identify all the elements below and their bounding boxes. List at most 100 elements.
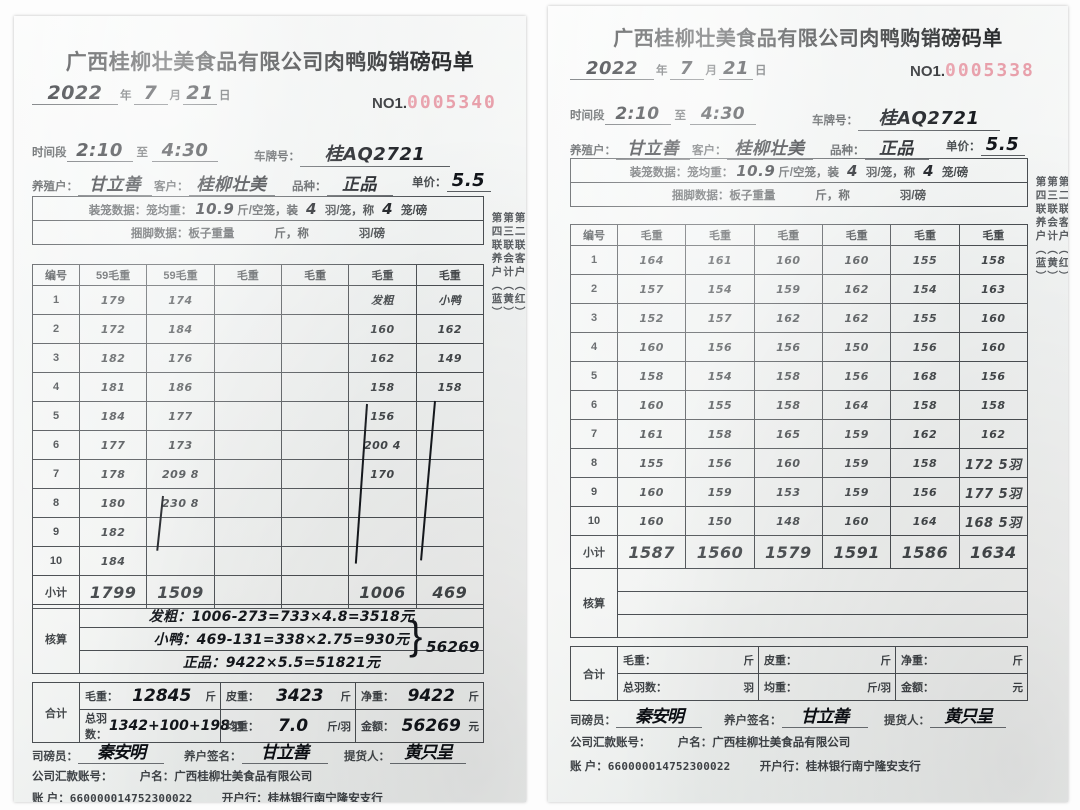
cell-c6 <box>415 517 485 547</box>
cell-c4 <box>280 285 350 315</box>
receipt-left-content: 广西桂柳壮美食品有限公司肉鸭购销磅码单 2022 年 7 月 21 日 NO1.… <box>14 16 526 802</box>
cage-data-table-left: 装笼数据：笼均重： 10.9 斤/空笼，装 4 羽/笼，称 4 笼/磅 捆脚数据：板子重量 斤… <box>32 196 484 245</box>
count-cell: 总羽数： 1342+100+198 羽 <box>79 709 242 743</box>
cage-unit1-right: 斤/空笼，装 <box>778 166 839 179</box>
table-row: 3 182 176 162 149 <box>32 343 485 373</box>
calc-line-3: 正品：9422×5.5=51821元 <box>79 650 484 674</box>
date-line-left: 2022 年 7 月 21 日 <box>32 82 233 105</box>
time-from-right: 2:10 <box>604 104 671 125</box>
year-label: 年 <box>120 90 132 102</box>
signature-weigher-right: 司磅员： 秦安明 <box>570 702 702 728</box>
price-value-right: 5.5 <box>980 134 1025 156</box>
cell-c4: 160 <box>821 506 892 536</box>
receiver-signature: 黄只呈 <box>404 743 453 763</box>
cage-avg-label: 笼均重： <box>146 204 193 217</box>
time-line-right: 时间段 2:10 至 4:30 <box>570 104 756 125</box>
gross-cell: 毛重： 12845 斤 <box>79 682 221 710</box>
plate-label: 车牌号： <box>254 151 300 163</box>
cell-c6: 160 <box>958 332 1029 362</box>
cell-c3: 162 <box>753 303 823 333</box>
cell-c4: 162 <box>821 274 892 304</box>
table-row: 3 152 157 162 162 155 160 <box>570 303 1029 333</box>
cell-c6: 172 5羽 <box>958 448 1029 478</box>
acct-number: 660000014752300022 <box>69 792 193 802</box>
copy-label-3-right: 第三联会计（黄） <box>1046 176 1059 284</box>
row-index: 3 <box>32 343 80 373</box>
plate-line-right: 车牌号： 桂AQ2721 <box>812 104 1000 131</box>
variety-value: 正品 <box>326 170 393 196</box>
cage-avg-value-right: 10.9 <box>736 161 776 180</box>
cell-c3 <box>213 343 282 373</box>
time-to: 4:30 <box>152 140 218 162</box>
receipt-right: 广西桂柳壮美食品有限公司肉鸭购销磅码单 2022 年 7 月 21 日 NO1.… <box>548 6 1068 802</box>
column-header-2: 毛重 <box>685 224 755 246</box>
calc-line-3-text: 正品：9422×5.5=51821元 <box>182 655 381 671</box>
cage-count-value-right: 4 <box>923 161 935 180</box>
calc-row-right: 核算 <box>570 568 1028 638</box>
plate-line-left: 车牌号： 桂AQ2721 <box>254 140 450 167</box>
cell-c3: 160 <box>753 245 823 275</box>
customer-value-right: 桂柳壮美 <box>726 134 813 160</box>
foot-unit1-right: 斤，称 <box>815 189 850 202</box>
column-header-6: 毛重 <box>958 224 1029 246</box>
signature-receiver-right: 提货人： 黄只呈 <box>884 702 1006 728</box>
table-row: 8 180 230 8 <box>32 488 485 518</box>
cell-c4 <box>280 372 350 402</box>
signature-weigher-left: 司磅员： 秦安明 <box>32 738 164 764</box>
net-cell: 净重： 9422 斤 <box>355 682 484 710</box>
net-value: 9422 <box>407 686 455 706</box>
avg-value: 7.0 <box>277 716 309 736</box>
cell-c4: 164 <box>821 390 892 420</box>
table-row: 7 161 158 165 159 162 162 <box>570 419 1029 449</box>
serial-value-right: 0005338 <box>945 60 1035 81</box>
cell-c6: 149 <box>415 343 485 373</box>
table-row: 2 172 184 160 162 <box>32 314 485 344</box>
table-row: 10 160 150 148 160 164 168 5羽 <box>570 506 1029 536</box>
cell-c1: 160 <box>616 477 687 507</box>
cell-c1: 158 <box>616 361 687 391</box>
cell-c2: 155 <box>685 390 755 420</box>
cage-data-table-right: 装笼数据：笼均重： 10.9 斤/空笼，装 4 羽/笼，称 4 笼/磅 捆脚数据：板子重量 斤… <box>570 158 1028 207</box>
cell-c5: 156 <box>348 401 417 431</box>
count-label: 总羽数： <box>85 713 107 741</box>
tare-cell-right: 皮重： 斤 <box>758 646 896 674</box>
row-index: 2 <box>570 274 618 304</box>
cage-unit1: 斤/空笼，装 <box>237 204 298 217</box>
variety-value-right: 正品 <box>864 134 929 160</box>
cell-c3 <box>213 401 282 431</box>
brace-icon: } <box>409 614 423 658</box>
count-label-right: 总羽数： <box>623 682 667 694</box>
calc-row-right <box>571 591 1028 615</box>
cell-c5: 158 <box>890 390 960 420</box>
column-header-2: 59毛重 <box>146 264 215 286</box>
cell-c1: 172 <box>78 314 148 344</box>
gross-label-right: 毛重： <box>623 655 656 667</box>
row-index: 5 <box>32 401 80 431</box>
table-row: 6 160 155 158 164 158 158 <box>570 390 1029 420</box>
row-index: 4 <box>570 332 618 362</box>
plate-value-right: 桂AQ2721 <box>858 104 1000 131</box>
company-name-right: 广西桂柳壮美食品有限公司 <box>712 737 851 749</box>
gross-label: 毛重： <box>85 691 118 703</box>
serial-number-left: NO1.0005340 <box>372 92 497 113</box>
foot-label-right: 捆脚数据：板子重量 <box>671 189 776 202</box>
table-row: 4 181 186 158 158 <box>32 372 485 402</box>
row-index: 1 <box>570 245 618 275</box>
cell-c3: 158 <box>753 390 823 420</box>
receiver-label: 提货人： <box>344 751 390 763</box>
column-header-0: 编号 <box>32 264 80 286</box>
amount-label-right: 金额： <box>901 682 934 694</box>
cell-c3 <box>213 459 282 489</box>
foot-unit1: 斤，称 <box>274 227 309 240</box>
serial-number-right: NO1.0005338 <box>910 60 1035 81</box>
footer-account-left: 公司汇款账号： 户名：广西桂柳壮美食品有限公司 <box>32 768 312 784</box>
table-row: 2 157 154 159 162 154 163 <box>570 274 1029 304</box>
subtotal-label: 小计 <box>32 575 80 609</box>
cell-c6: 177 5羽 <box>958 477 1029 507</box>
cell-c3: 160 <box>753 448 823 478</box>
subtotal-c5: 1006 <box>348 575 417 609</box>
subtotal-c2: 1509 <box>146 575 215 609</box>
subtotal-c3 <box>213 575 282 609</box>
cage-birds-value-right: 4 <box>846 161 858 180</box>
subtotal-c3: 1579 <box>753 535 823 569</box>
